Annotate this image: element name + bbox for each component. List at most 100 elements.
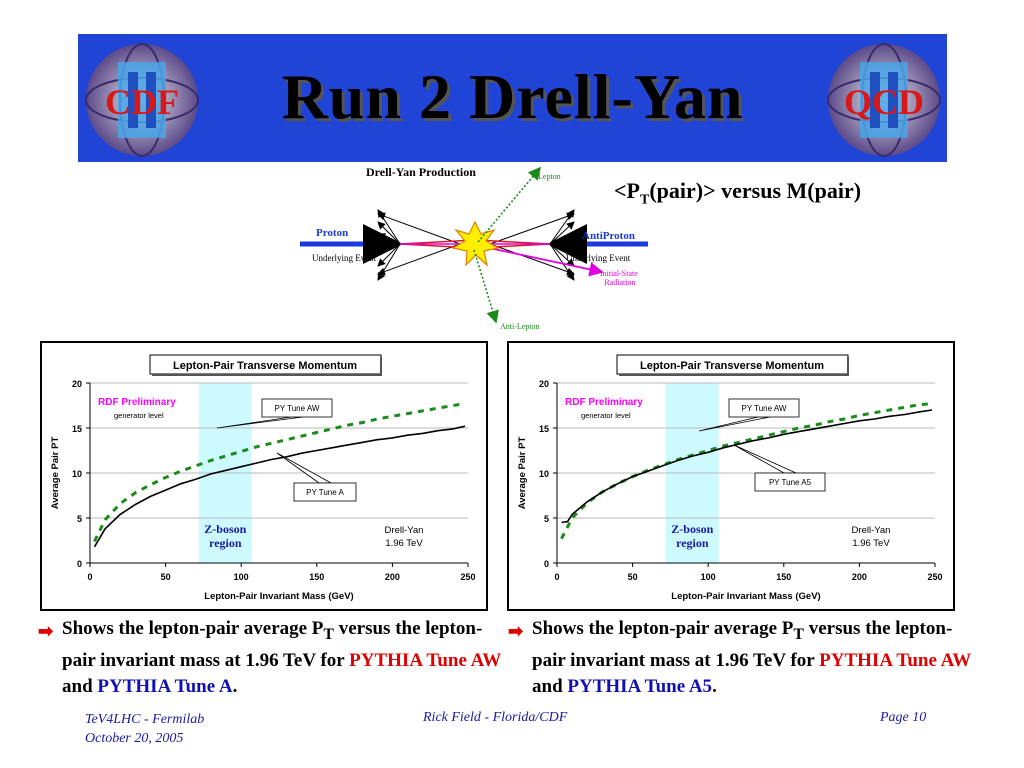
callout-label: PY Tune AW	[742, 404, 787, 413]
isr-label-line2: Radiation	[604, 278, 636, 287]
callout-label: PY Tune A	[306, 488, 344, 497]
x-tick-label: 0	[87, 572, 92, 582]
bullet-left-text: Shows the lepton-pair average PT versus …	[62, 616, 508, 700]
y-tick-label: 5	[544, 514, 549, 524]
bullet-right-text2: versus the lepton-pair invariant mass at…	[532, 618, 953, 671]
y-tick-label: 15	[539, 424, 549, 434]
y-tick-label: 20	[539, 379, 549, 389]
y-tick-label: 0	[544, 559, 549, 569]
bullet-left-and: and	[62, 675, 98, 697]
bullet-left-blue: PYTHIA Tune A	[97, 675, 233, 697]
bullet-arrow-icon: ➡	[38, 621, 54, 641]
series-line-0	[560, 402, 933, 540]
diagram-title: Drell-Yan Production	[366, 165, 476, 179]
drell-yan-diagram: Drell-Yan Production Lepton Anti-Lepton …	[290, 162, 670, 342]
drell-yan-diagram-art	[300, 166, 648, 324]
info-line1: Drell-Yan	[852, 525, 891, 536]
preliminary-label: RDF Preliminary	[98, 397, 176, 408]
bullet-left-red: PYTHIA Tune AW	[349, 649, 501, 671]
info-line1: Drell-Yan	[385, 525, 424, 536]
isr-arrow	[479, 245, 604, 277]
band-label-line1: Z-boson	[671, 522, 713, 536]
x-tick-label: 0	[554, 572, 559, 582]
y-tick-label: 10	[539, 469, 549, 479]
footer-venue: TeV4LHC - Fermilab	[85, 712, 205, 727]
x-tick-label: 150	[309, 572, 324, 582]
qcd-logo: QCD	[827, 43, 941, 157]
callout-label: PY Tune A5	[769, 478, 812, 487]
bullet-right: ➡ Shows the lepton-pair average PT versu…	[508, 616, 978, 700]
series-line-0	[93, 402, 466, 543]
bullet-arrow-icon: ➡	[508, 621, 524, 641]
bullet-right-and: and	[532, 675, 568, 697]
callout-pointer	[733, 444, 797, 474]
callout-label: PY Tune AW	[275, 404, 320, 413]
bullet-left-end: .	[232, 675, 238, 697]
chart-panel-left: 0 5 10 15 20 0 50 100 150 200 250 Lepton-Pair Invar…	[40, 341, 488, 611]
x-tick-label: 50	[161, 572, 171, 582]
isr-label: Initial-State Radiation	[600, 269, 638, 287]
proton-label: Proton	[316, 227, 349, 239]
series-line-1	[93, 425, 466, 548]
callout-box	[293, 482, 357, 502]
bullet-right-text: Shows the lepton-pair average PT versus …	[532, 616, 978, 700]
underlying-event-left-label: Underlying Event	[312, 253, 377, 263]
bullet-right-end: .	[712, 675, 717, 697]
info-line2: 1.96 TeV	[385, 538, 423, 549]
cdf-logo: CDF	[85, 43, 199, 157]
x-tick-label: 100	[701, 572, 716, 582]
page-title: Run 2 Drell-Yan	[281, 61, 744, 132]
x-tick-label: 200	[385, 572, 400, 582]
generator-label: generator level	[114, 411, 164, 420]
subtitle-suffix: (pair)> versus M(pair)	[649, 178, 862, 203]
y-axis-label: Average Pair PT	[50, 437, 61, 510]
callout-pointer	[276, 452, 333, 484]
underlying-event-right-label: Underlying Event	[566, 253, 631, 263]
chart-title: Lepton-Pair Transverse Momentum	[640, 360, 824, 372]
anti-lepton-arrow	[473, 249, 499, 324]
chart-panel-right: 0 5 10 15 20 0 50 100 150 200 250 Lepton-Pair Invar…	[507, 341, 955, 611]
subtitle-sub: T	[639, 192, 650, 208]
y-axis-label: Average Pair PT	[517, 437, 528, 510]
generator-label: generator level	[581, 411, 631, 420]
x-tick-label: 200	[852, 572, 867, 582]
title-banner: CDF Run 2 Drell-Yan QCD	[78, 34, 947, 162]
lepton-label: Lepton	[538, 172, 561, 181]
callout-box	[261, 398, 333, 418]
bullet-left-text2: versus the lepton-pair invariant mass at…	[62, 618, 483, 671]
y-tick-label: 5	[77, 514, 82, 524]
callout-box	[754, 472, 826, 492]
x-tick-label: 150	[776, 572, 791, 582]
series-line-1	[561, 409, 933, 524]
cdf-logo-text: CDF	[105, 82, 179, 122]
bullet-right-blue: PYTHIA Tune A5	[567, 675, 713, 697]
subtitle-prefix: <P	[614, 178, 640, 203]
footer-left: TeV4LHC - Fermilab October 20, 2005	[85, 710, 204, 748]
x-axis-label: Lepton-Pair Invariant Mass (GeV)	[671, 591, 820, 602]
slide-subtitle: <PT(pair)> versus M(pair)	[614, 178, 861, 208]
bullet-right-red: PYTHIA Tune AW	[819, 649, 971, 671]
callout-box	[728, 398, 800, 418]
x-tick-label: 100	[234, 572, 249, 582]
band-label-line1: Z-boson	[204, 522, 246, 536]
lepton-arrow	[477, 166, 542, 243]
bullet-right-text1: Shows the lepton-pair average P	[532, 618, 794, 639]
footer-author: Rick Field - Florida/CDF	[423, 710, 568, 725]
bullet-left: ➡ Shows the lepton-pair average PT versu…	[38, 616, 508, 700]
y-tick-label: 0	[77, 559, 82, 569]
y-tick-label: 10	[72, 469, 82, 479]
footer-date: October 20, 2005	[85, 731, 184, 746]
x-tick-label: 250	[927, 572, 942, 582]
qcd-logo-text: QCD	[844, 82, 924, 122]
info-line2: 1.96 TeV	[852, 538, 890, 549]
bullet-right-sub: T	[793, 625, 804, 643]
x-tick-label: 50	[628, 572, 638, 582]
x-axis-label: Lepton-Pair Invariant Mass (GeV)	[204, 591, 353, 602]
chart-title: Lepton-Pair Transverse Momentum	[173, 360, 357, 372]
y-tick-label: 20	[72, 379, 82, 389]
interaction-star	[451, 220, 500, 267]
isr-label-line1: Initial-State	[600, 269, 638, 278]
y-tick-label: 15	[72, 424, 82, 434]
antiproton-label: AntiProton	[582, 230, 635, 242]
